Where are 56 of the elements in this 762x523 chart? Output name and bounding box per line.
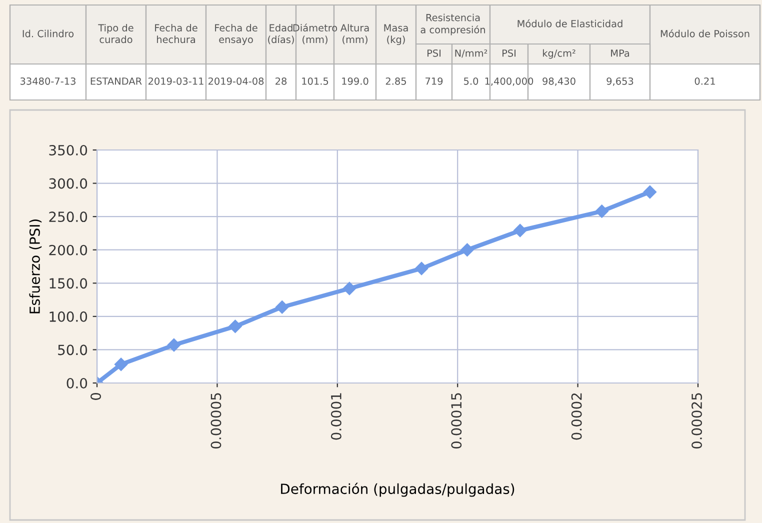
text: 5.0 [464, 77, 478, 85]
text: 101.5 [302, 77, 328, 85]
point [342, 282, 356, 296]
text: 98,430 [542, 77, 576, 86]
text: ESTANDAR [90, 77, 142, 85]
text: 2019-04-08 [208, 77, 264, 85]
text: Fecha de hechura [155, 24, 198, 44]
text: 33480-7-13 [20, 77, 76, 85]
x-tick-label: 0.0001 [330, 393, 342, 440]
point [514, 224, 527, 238]
text: 2019-03-11 [148, 77, 204, 85]
x-tick-label: 0.00025 [692, 393, 702, 449]
point [228, 320, 242, 333]
y-tick-label: 50.0 [58, 344, 88, 356]
text: N/mm² [455, 49, 488, 58]
text: kg/cm² [542, 49, 576, 59]
y-tick-label: 250.0 [49, 212, 88, 222]
y-axis-title: Esfuerzo (PSI) [29, 220, 42, 314]
text: 28 [276, 77, 287, 85]
text: 2.85 [386, 77, 406, 85]
text: Diámetro (mm) [293, 24, 338, 44]
text: Tipo de curado [98, 24, 134, 44]
point [276, 300, 289, 314]
x-tick-label: 0.00015 [451, 393, 462, 449]
text: Fecha de ensayo [215, 24, 258, 46]
text: Masa (kg) [384, 24, 408, 46]
text: Resistencia a compresión [420, 14, 485, 36]
text: PSI [428, 49, 440, 57]
point [414, 262, 428, 276]
text: PSI [502, 49, 516, 57]
text: Id. Cilindro [22, 30, 74, 38]
y-tick-label: 100.0 [50, 311, 88, 322]
text: Altura (mm) [340, 24, 369, 44]
text: 9,653 [606, 77, 634, 86]
point [643, 185, 657, 199]
point [167, 338, 181, 352]
text: Módulo de Elasticidad [518, 19, 622, 28]
y-tick-label: 300.0 [49, 178, 88, 189]
x-axis-title: Deformación (pulgadas/pulgadas) [281, 482, 514, 497]
point [460, 243, 474, 256]
x-tick-label: 0.00005 [210, 393, 222, 449]
y-tick-label: 350.0 [49, 144, 88, 156]
text: MPa [611, 50, 630, 57]
y-tick-label: 150.0 [50, 278, 88, 289]
y-tick-label: 200.0 [49, 244, 88, 256]
text: 719 [426, 77, 443, 85]
text: 199.0 [342, 77, 368, 85]
point [595, 204, 608, 218]
x-tick-label: 0.0002 [571, 393, 582, 440]
text: Módulo de Poisson [660, 29, 750, 38]
text: 0.21 [694, 77, 715, 85]
text: 1,400,000 [485, 77, 534, 86]
point [114, 358, 128, 371]
text: Edad (días) [268, 24, 294, 44]
y-tick-label: 0.0 [66, 378, 88, 388]
x-tick-label: 0 [90, 392, 102, 400]
